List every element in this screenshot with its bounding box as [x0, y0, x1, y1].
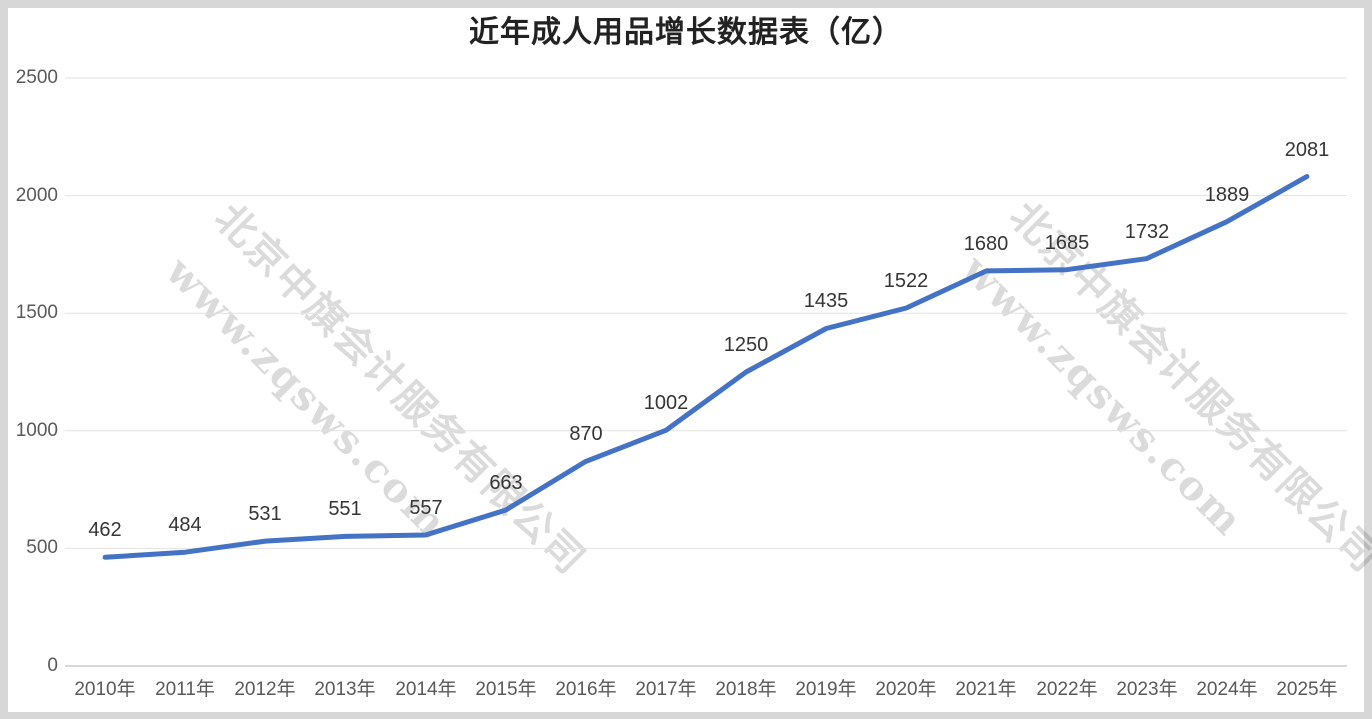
- x-tick-label-2025: 2025年: [1276, 679, 1338, 700]
- data-label-2025: 2081: [1284, 139, 1330, 161]
- x-tick-label-2013: 2013年: [314, 679, 376, 700]
- data-label-2020: 1522: [883, 270, 929, 292]
- chart-title: 近年成人用品增长数据表（亿）: [469, 15, 903, 50]
- x-tick-label-2012: 2012年: [234, 679, 296, 700]
- y-tick-label-2500: 2500: [15, 67, 58, 88]
- x-tick-label-2014: 2014年: [395, 679, 457, 700]
- data-label-2012: 531: [248, 503, 282, 525]
- x-tick-label-2017: 2017年: [635, 679, 697, 700]
- y-tick-label-1000: 1000: [15, 420, 58, 441]
- data-label-2018: 1250: [723, 334, 769, 356]
- x-tick-label-2020: 2020年: [875, 679, 937, 700]
- x-tick-label-2010: 2010年: [74, 679, 136, 700]
- data-label-2014: 557: [409, 497, 443, 519]
- data-label-2023: 1732: [1124, 221, 1170, 243]
- y-tick-label-0: 0: [47, 655, 58, 676]
- x-tick-label-2022: 2022年: [1036, 679, 1098, 700]
- data-label-2011: 484: [168, 514, 202, 536]
- y-tick-label-1500: 1500: [15, 302, 58, 323]
- x-tick-label-2023: 2023年: [1116, 679, 1178, 700]
- x-tick-label-2015: 2015年: [475, 679, 537, 700]
- x-tick-label-2011: 2011年: [155, 679, 215, 700]
- data-label-2016: 870: [569, 423, 603, 445]
- y-tick-label-2000: 2000: [15, 185, 58, 206]
- x-tick-label-2021: 2021年: [955, 679, 1017, 700]
- x-tick-label-2016: 2016年: [555, 679, 617, 700]
- data-label-2010: 462: [88, 519, 122, 541]
- data-label-2024: 1889: [1204, 184, 1250, 206]
- data-label-2017: 1002: [643, 392, 689, 414]
- x-tick-label-2019: 2019年: [795, 679, 857, 700]
- data-label-2022: 1685: [1044, 232, 1090, 254]
- x-tick-label-2018: 2018年: [715, 679, 777, 700]
- x-tick-label-2024: 2024年: [1196, 679, 1258, 700]
- data-label-2021: 1680: [963, 233, 1009, 255]
- data-label-2015: 663: [489, 472, 523, 494]
- data-label-2019: 1435: [803, 290, 849, 312]
- data-label-2013: 551: [328, 498, 362, 520]
- y-tick-label-500: 500: [26, 537, 58, 558]
